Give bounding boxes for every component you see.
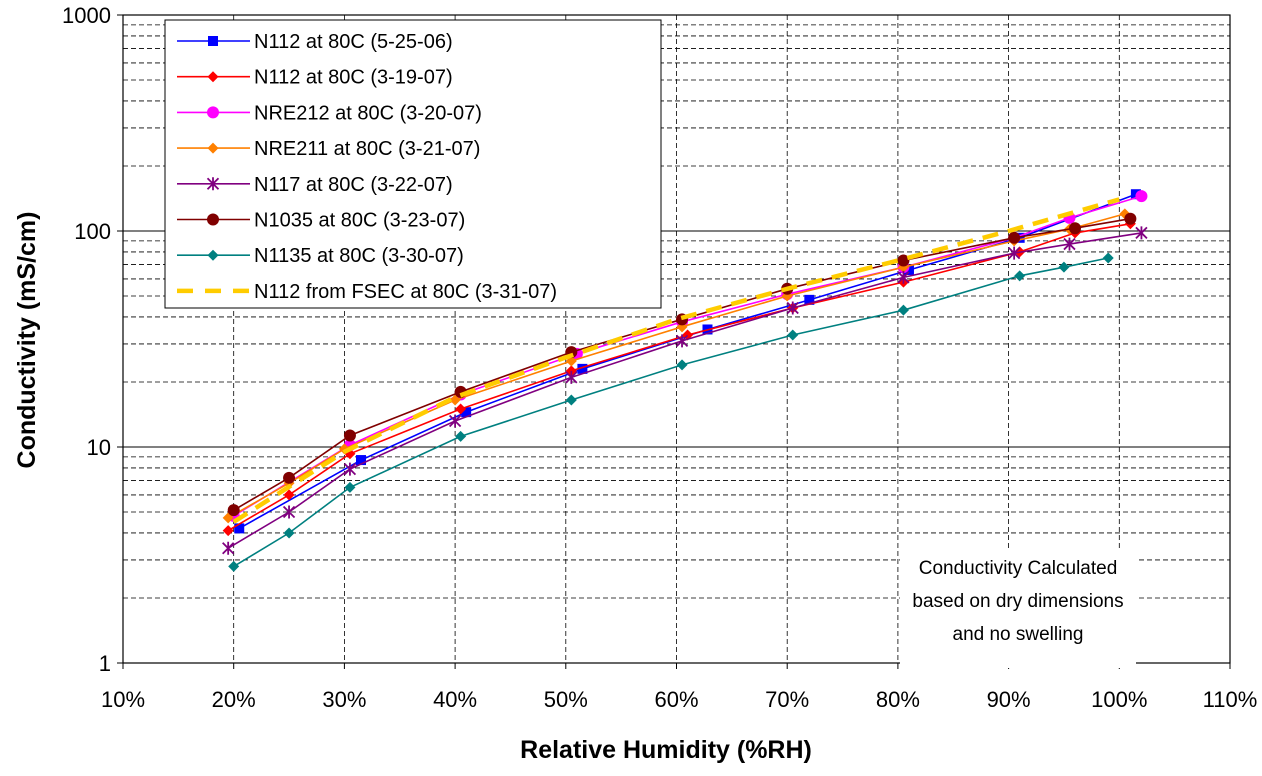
data-point	[1008, 246, 1021, 260]
data-point	[1135, 226, 1148, 240]
y-tick-label: 10	[87, 435, 111, 460]
data-point	[228, 560, 240, 572]
x-tick-label: 110%	[1203, 687, 1258, 712]
data-point	[786, 301, 799, 315]
data-point	[676, 359, 688, 371]
data-point	[283, 489, 295, 501]
data-point	[283, 527, 295, 539]
data-point	[343, 429, 356, 442]
data-point	[804, 294, 815, 305]
legend-item: N117 at 80C (3-22-07)	[177, 174, 453, 196]
legend-item: N1035 at 80C (3-23-07)	[177, 210, 465, 232]
legend-label: N112 at 80C (5-25-06)	[254, 31, 453, 53]
y-tick-label: 1	[99, 651, 111, 676]
data-point	[227, 504, 240, 517]
legend-label: NRE211 at 80C (3-21-07)	[254, 138, 480, 160]
data-point	[1058, 261, 1070, 273]
legend-box	[164, 19, 662, 309]
legend-item: N112 at 80C (3-19-07)	[177, 67, 453, 89]
annotation-line-3: and no swelling	[953, 624, 1084, 645]
data-point	[344, 481, 356, 493]
data-point	[1008, 231, 1021, 244]
x-tick-label: 100%	[1091, 687, 1147, 712]
data-point	[206, 177, 220, 191]
data-point	[565, 370, 578, 384]
series-layer	[222, 189, 1148, 572]
legend-item: N1135 at 80C (3-30-07)	[177, 245, 464, 267]
legend-label: N1035 at 80C (3-23-07)	[254, 210, 465, 232]
y-tick-label: 100	[74, 219, 111, 244]
series-line	[233, 195, 1142, 517]
data-point	[207, 71, 219, 83]
x-tick-label: 30%	[322, 687, 366, 712]
series-7	[232, 197, 1120, 524]
legend: N112 at 80C (5-25-06) N112 at 80C (3-19-0…	[164, 19, 662, 309]
data-point	[1063, 237, 1076, 251]
x-tick-label: 50%	[544, 687, 588, 712]
data-point	[461, 407, 472, 418]
x-tick-label: 90%	[987, 687, 1031, 712]
annotation-background	[900, 548, 1136, 668]
annotation: Conductivity Calculated based on dry dim…	[900, 548, 1136, 668]
x-tick-label: 60%	[654, 687, 698, 712]
data-point	[222, 541, 235, 555]
data-point	[449, 394, 461, 406]
data-point	[897, 304, 909, 316]
x-axis-title: Relative Humidity (%RH)	[520, 736, 812, 764]
series-line	[232, 197, 1120, 524]
data-point	[675, 334, 689, 348]
data-point	[1135, 190, 1148, 203]
data-point	[565, 394, 577, 406]
x-tick-label: 40%	[433, 687, 477, 712]
data-point	[356, 455, 367, 466]
legend-label: N1135 at 80C (3-30-07)	[254, 245, 464, 267]
legend-label: N112 from FSEC at 80C (3-31-07)	[254, 281, 557, 303]
data-point	[1124, 212, 1137, 225]
legend-item: NRE211 at 80C (3-21-07)	[177, 138, 480, 160]
y-axis-title: Conductivity (mS/cm)	[13, 212, 41, 469]
data-point	[448, 414, 462, 428]
series-4	[222, 226, 1148, 555]
x-tick-label: 10%	[101, 687, 145, 712]
legend-label: NRE212 at 80C (3-20-07)	[254, 102, 482, 124]
data-point	[234, 523, 245, 534]
data-point	[207, 213, 219, 226]
data-point	[897, 254, 910, 267]
x-tick-label: 20%	[212, 687, 256, 712]
axes: 10% 20% 30% 40% 50% 60% 70% 80% 90% 100% 110% 1 10 10…	[62, 3, 1257, 712]
series-6	[228, 252, 1114, 572]
data-point	[207, 106, 219, 119]
data-point	[897, 270, 910, 284]
data-point	[903, 264, 914, 275]
data-point	[222, 525, 234, 537]
data-point	[207, 249, 219, 261]
legend-item: N112 at 80C (5-25-06)	[177, 31, 453, 53]
data-point	[343, 462, 357, 476]
data-point	[1014, 270, 1026, 282]
data-point	[1069, 222, 1082, 235]
x-tick-label: 70%	[765, 687, 809, 712]
legend-item: NRE212 at 80C (3-20-07)	[177, 102, 482, 124]
annotation-line-2: based on dry dimensions	[912, 591, 1123, 612]
legend-item: N112 from FSEC at 80C (3-31-07)	[177, 281, 557, 303]
data-point	[1102, 252, 1114, 264]
data-point	[208, 36, 218, 46]
data-point	[787, 329, 799, 341]
annotation-line-1: Conductivity Calculated	[919, 558, 1118, 579]
legend-label: N112 at 80C (3-19-07)	[254, 67, 453, 89]
data-point	[283, 471, 296, 484]
y-tick-label: 1000	[62, 3, 111, 28]
data-point	[282, 505, 296, 519]
data-point	[455, 403, 467, 415]
data-point	[455, 430, 467, 442]
x-tick-label: 80%	[876, 687, 920, 712]
legend-label: N117 at 80C (3-22-07)	[254, 174, 453, 196]
data-point	[577, 363, 588, 374]
data-point	[207, 142, 219, 154]
